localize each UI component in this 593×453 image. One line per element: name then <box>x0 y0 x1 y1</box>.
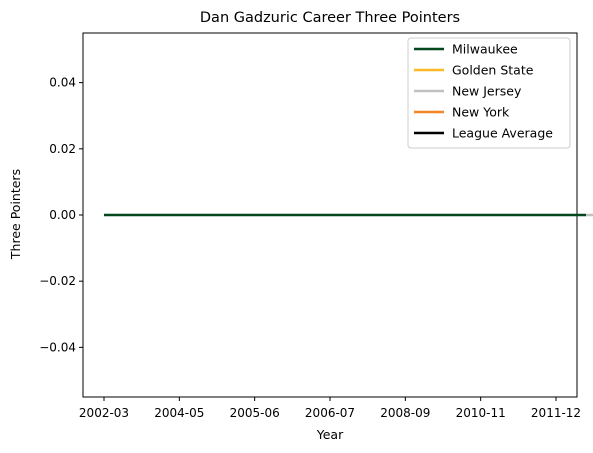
legend-entry-label: Golden State <box>452 63 534 78</box>
x-axis-ticks: 2002-03 2004-05 2005-06 2006-07 2008-09 2010-… <box>79 397 581 420</box>
x-tick-label: 2005-06 <box>230 406 280 420</box>
legend-entry-label: Milwaukee <box>452 42 518 57</box>
x-tick-label: 2010-11 <box>456 406 506 420</box>
y-tick-label: −0.02 <box>39 274 76 288</box>
x-axis-label: Year <box>316 427 344 442</box>
y-axis-ticks: 0.04 0.02 0.00 −0.02 −0.04 <box>39 76 83 354</box>
y-tick-label: 0.00 <box>49 208 76 222</box>
y-axis-label: Three Pointers <box>8 169 23 260</box>
x-tick-label: 2004-05 <box>154 406 204 420</box>
legend-entry-label: New York <box>452 105 510 120</box>
y-tick-label: 0.04 <box>49 76 76 90</box>
chart-title: Dan Gadzuric Career Three Pointers <box>200 10 460 26</box>
x-tick-label: 2008-09 <box>380 406 430 420</box>
x-tick-label: 2011-12 <box>531 406 581 420</box>
x-tick-label: 2002-03 <box>79 406 129 420</box>
y-tick-label: 0.02 <box>49 142 76 156</box>
y-tick-label: −0.04 <box>39 340 76 354</box>
legend: Milwaukee Golden State New Jersey New York L… <box>407 37 571 149</box>
legend-entry-label: New Jersey <box>452 84 522 99</box>
x-tick-label: 2006-07 <box>305 406 355 420</box>
legend-box <box>407 37 571 149</box>
legend-entry-label: League Average <box>452 126 553 141</box>
